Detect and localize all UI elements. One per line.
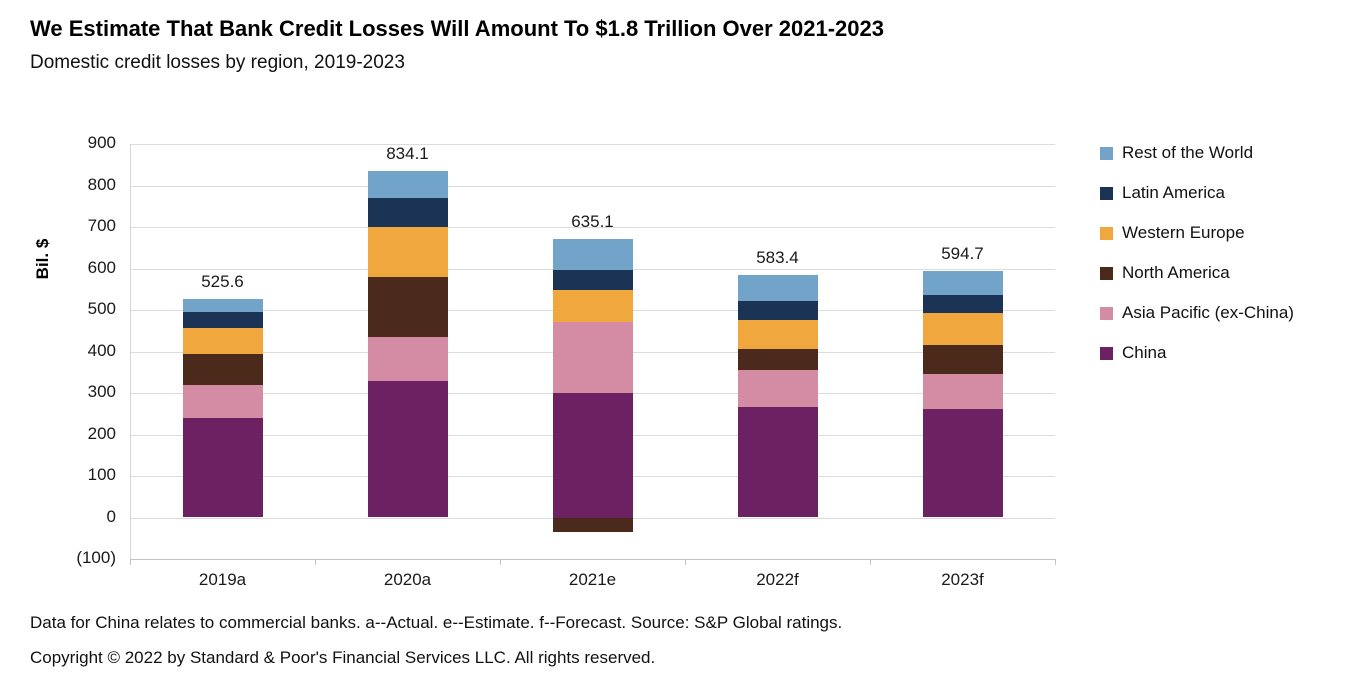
bar-segment-china [552, 393, 633, 518]
legend-swatch [1100, 266, 1113, 280]
y-axis-line [130, 144, 131, 559]
legend-swatch [1100, 346, 1113, 360]
gridline [130, 185, 1055, 187]
legend-item-latin-america: Latin America [1100, 182, 1294, 204]
bar-segment-latin-america [737, 301, 818, 320]
legend-label: Latin America [1122, 183, 1225, 202]
bar-segment-asia-pacific-ex-china [367, 336, 448, 381]
chart-title: We Estimate That Bank Credit Losses Will… [30, 16, 884, 41]
legend-label: Asia Pacific (ex-China) [1122, 303, 1294, 322]
bar-total-label: 594.7 [941, 243, 984, 263]
y-tick-label: 400 [87, 340, 116, 360]
bar-segment-rest-of-the-world [737, 275, 818, 302]
axis-tick [870, 559, 871, 565]
y-tick-label: (100) [76, 548, 116, 567]
bar-segment-asia-pacific-ex-china [922, 373, 1003, 409]
bar-segment-latin-america [922, 294, 1003, 314]
gridline [130, 144, 1055, 145]
bar-segment-china [367, 380, 448, 518]
bar-segment-rest-of-the-world [367, 171, 448, 198]
bar-segment-rest-of-the-world [552, 238, 633, 271]
axis-tick [1055, 559, 1056, 565]
bar-segment-north-america [182, 353, 263, 385]
bar-total-label: 635.1 [571, 211, 614, 231]
bar-segment-north-america [737, 349, 818, 370]
x-axis-label: 2020a [383, 570, 432, 589]
axis-tick [685, 559, 686, 565]
y-axis-title: Bil. $ [33, 238, 52, 280]
legend-item-asia-pacific-ex-china: Asia Pacific (ex-China) [1100, 302, 1294, 324]
bar-segment-north-america [367, 276, 448, 337]
legend-item-china: China [1100, 342, 1294, 364]
bar-segment-latin-america [182, 312, 263, 328]
x-axis-label: 2021e [568, 570, 617, 589]
bar-segment-north-america [922, 344, 1003, 374]
y-tick-label: 900 [87, 133, 116, 152]
bar-total-label: 583.4 [756, 248, 799, 268]
x-axis-label: 2022f [756, 570, 799, 589]
gridline [130, 227, 1055, 228]
legend-item-rest-of-the-world: Rest of the World [1100, 142, 1294, 164]
bar-segment-western-europe [367, 227, 448, 277]
legend-item-north-america: North America [1100, 262, 1294, 284]
legend-label: Western Europe [1122, 223, 1245, 242]
bar-total-label: 834.1 [386, 144, 429, 164]
y-tick-label: 600 [87, 257, 116, 277]
legend-swatch [1100, 186, 1113, 200]
bar-segment-rest-of-the-world [182, 299, 263, 313]
bar-segment-western-europe [552, 290, 633, 323]
footnote: Data for China relates to commercial ban… [30, 613, 843, 632]
y-tick-label: 0 [106, 506, 116, 526]
axis-tick [130, 559, 131, 565]
legend-swatch [1100, 306, 1113, 320]
bar-segment-asia-pacific-ex-china [737, 369, 818, 408]
bar-segment-latin-america [367, 197, 448, 227]
chart-subtitle: Domestic credit losses by region, 2019-2… [30, 52, 405, 73]
axis-tick [315, 559, 316, 565]
bar-segment-north-america [552, 517, 633, 533]
legend: Rest of the World Latin America Western Eu… [1100, 142, 1294, 382]
bar-segment-rest-of-the-world [922, 270, 1003, 295]
bar-total-label: 525.6 [201, 272, 244, 292]
y-tick-label: 700 [87, 216, 116, 235]
bar-segment-china [182, 417, 263, 518]
y-tick-label: 800 [87, 174, 116, 194]
x-axis-label: 2019a [198, 570, 247, 589]
x-axis-line [130, 559, 1055, 560]
bar-segment-china [922, 408, 1003, 518]
legend-label: China [1122, 343, 1167, 362]
y-tick-label: 100 [87, 465, 116, 484]
y-tick-label: 300 [87, 382, 116, 401]
legend-swatch [1100, 146, 1113, 160]
bar-segment-western-europe [737, 319, 818, 349]
copyright: Copyright © 2022 by Standard & Poor's Fi… [30, 648, 656, 667]
bar-segment-western-europe [182, 327, 263, 354]
legend-item-western-europe: Western Europe [1100, 222, 1294, 244]
bar-segment-western-europe [922, 313, 1003, 345]
y-tick-label: 500 [87, 299, 116, 318]
legend-label: Rest of the World [1122, 143, 1254, 162]
bar-segment-latin-america [552, 270, 633, 291]
bar-segment-asia-pacific-ex-china [182, 384, 263, 418]
x-axis-label: 2023f [941, 570, 984, 589]
legend-label: North America [1122, 263, 1230, 282]
legend-swatch [1100, 226, 1113, 240]
bar-segment-asia-pacific-ex-china [552, 322, 633, 393]
bar-segment-china [737, 407, 818, 518]
y-tick-label: 200 [87, 423, 116, 443]
axis-tick [500, 559, 501, 565]
